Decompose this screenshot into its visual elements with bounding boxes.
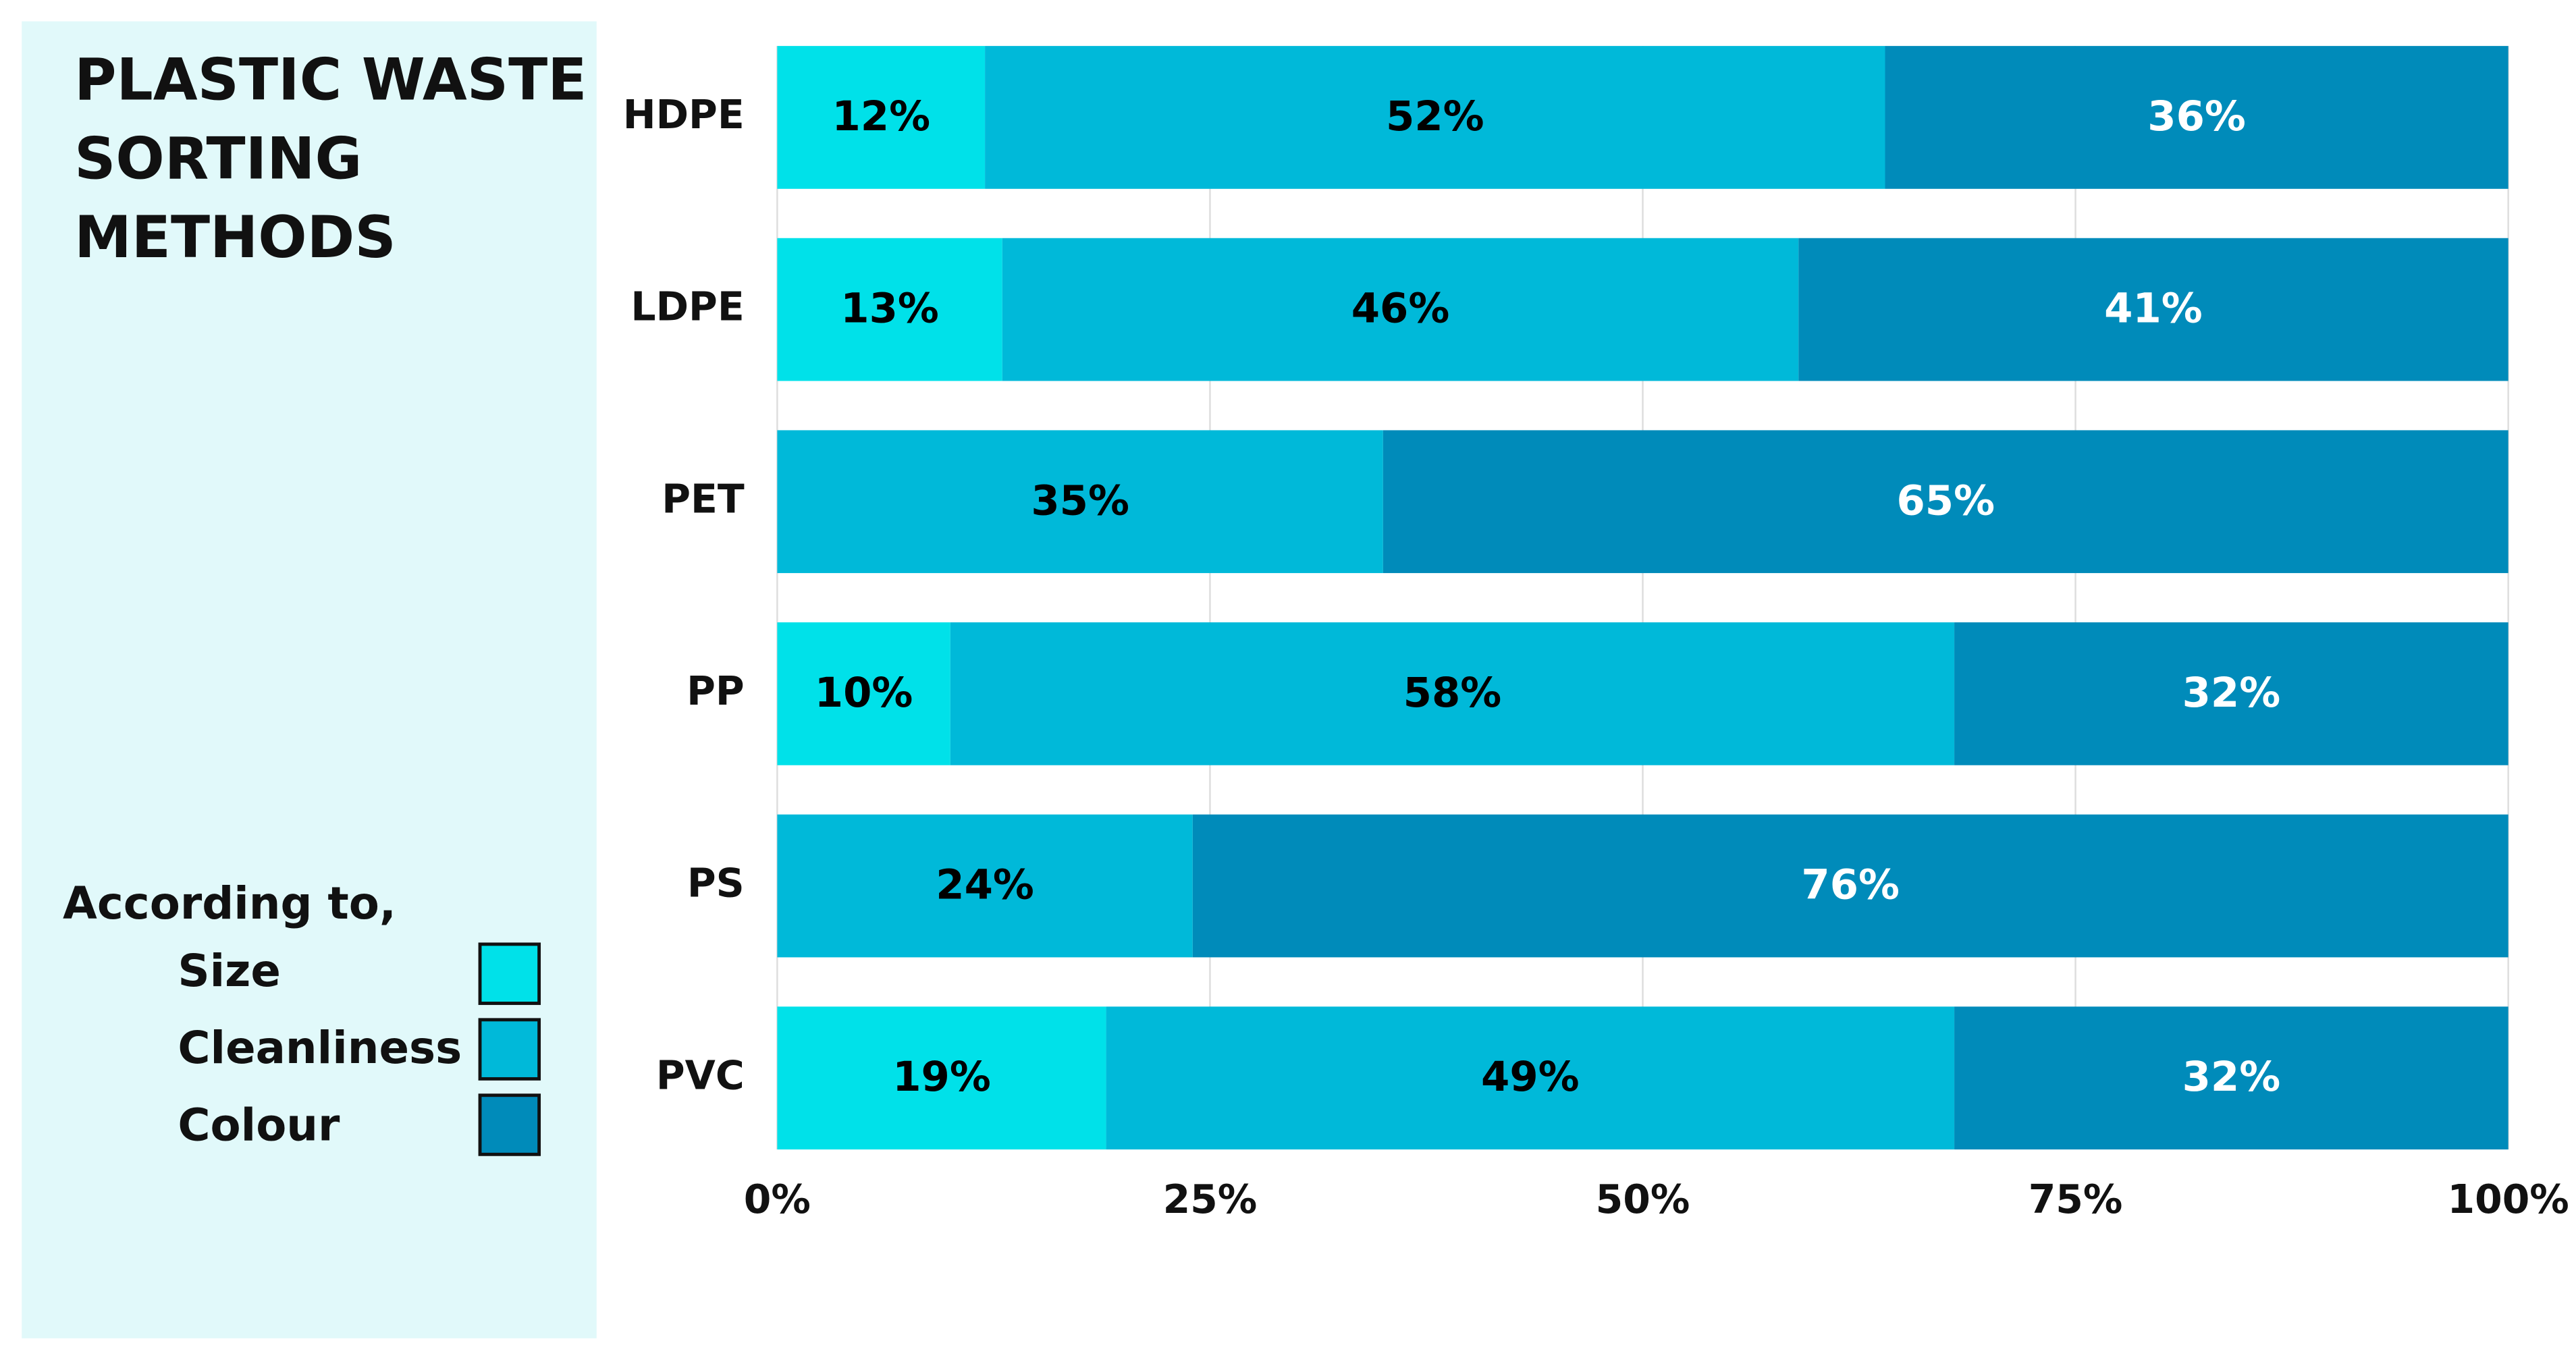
data-label: 32% bbox=[2182, 1054, 2281, 1101]
y-tick-label: PP bbox=[687, 668, 745, 714]
legend-label: Colour bbox=[178, 1099, 340, 1151]
data-label: 36% bbox=[2147, 93, 2246, 140]
chart-title: METHODS bbox=[74, 205, 396, 271]
bar-segment bbox=[777, 1006, 1106, 1150]
data-label: 46% bbox=[1351, 286, 1450, 333]
data-label: 52% bbox=[1386, 93, 1484, 140]
bar-segment bbox=[1885, 46, 2508, 189]
y-tick-label: HDPE bbox=[623, 92, 745, 138]
bar-segment bbox=[950, 622, 1955, 765]
y-tick-label: PVC bbox=[656, 1052, 745, 1098]
legend-title: According to, bbox=[63, 878, 396, 929]
x-tick-label: 50% bbox=[1596, 1176, 1690, 1222]
bar-segment bbox=[1106, 1006, 1955, 1150]
chart-title: PLASTIC WASTE bbox=[74, 47, 587, 113]
bar-segment bbox=[1954, 622, 2508, 765]
bar-segment bbox=[777, 238, 1002, 381]
x-tick-label: 100% bbox=[2447, 1176, 2569, 1222]
data-label: 35% bbox=[1031, 477, 1129, 524]
legend-label: Size bbox=[178, 946, 281, 997]
y-tick-label: LDPE bbox=[630, 284, 744, 330]
y-tick-label: PET bbox=[662, 476, 745, 522]
bar-segment bbox=[777, 622, 950, 765]
data-label: 41% bbox=[2104, 286, 2203, 333]
data-label: 19% bbox=[892, 1054, 991, 1101]
data-label: 12% bbox=[832, 93, 930, 140]
bar-segment bbox=[1798, 238, 2508, 381]
bar-segment bbox=[1383, 430, 2508, 574]
data-label: 76% bbox=[1801, 862, 1900, 909]
bar-segment bbox=[777, 46, 986, 189]
legend-swatch bbox=[478, 942, 541, 1005]
data-label: 13% bbox=[840, 286, 939, 333]
x-tick-label: 0% bbox=[744, 1176, 811, 1222]
data-label: 10% bbox=[815, 670, 913, 717]
legend-label: Cleanliness bbox=[178, 1023, 462, 1074]
data-label: 58% bbox=[1403, 670, 1502, 717]
data-label: 49% bbox=[1481, 1054, 1580, 1101]
legend-swatch bbox=[478, 1093, 541, 1156]
data-label: 32% bbox=[2182, 670, 2281, 717]
data-label: 24% bbox=[936, 862, 1034, 909]
bar-segment bbox=[777, 430, 1383, 574]
x-tick-label: 25% bbox=[1163, 1176, 1258, 1222]
y-tick-label: PS bbox=[687, 861, 745, 906]
bar-segment bbox=[777, 814, 1193, 958]
chart-title: SORTING bbox=[74, 126, 362, 192]
bar-segment bbox=[985, 46, 1885, 189]
bar-segment bbox=[1192, 814, 2508, 958]
bar-segment bbox=[1002, 238, 1799, 381]
bar-segment bbox=[1954, 1006, 2508, 1150]
data-label: 65% bbox=[1896, 477, 1995, 524]
x-tick-label: 75% bbox=[2029, 1176, 2123, 1222]
legend-swatch bbox=[478, 1018, 541, 1081]
